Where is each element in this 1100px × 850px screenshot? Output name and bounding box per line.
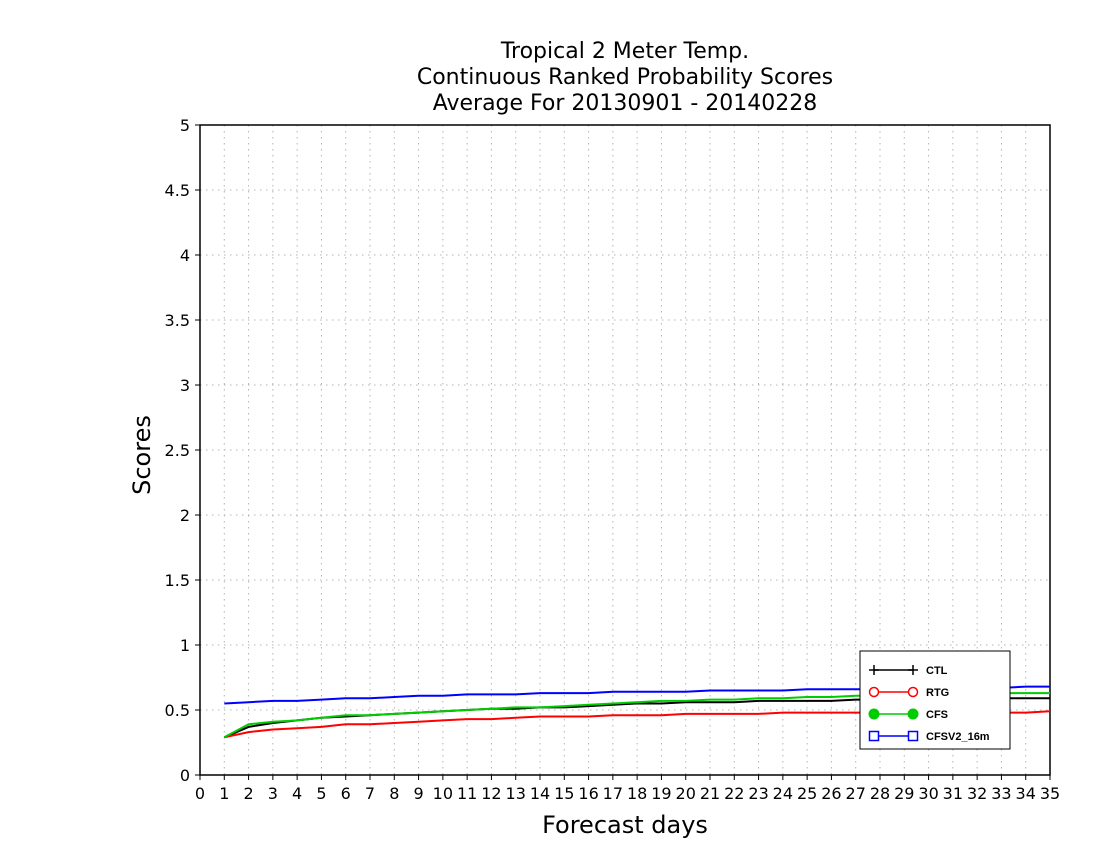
y-tick-label: 3.5: [165, 311, 190, 330]
x-tick-label: 10: [433, 784, 453, 803]
y-tick-label: 0: [180, 766, 190, 785]
x-tick-label: 17: [603, 784, 623, 803]
x-tick-label: 35: [1040, 784, 1060, 803]
axis-ticks: 0 1 2 3 4 5 6 7 8 9 10 11 12 13 14 15 16 17 18 19 20 21 22 23 24…: [165, 116, 1061, 803]
chart-title-line-1: Tropical 2 Meter Temp.: [500, 39, 749, 64]
y-tick-label: 1: [180, 636, 190, 655]
open-square-marker-icon: [868, 730, 880, 742]
y-tick-label: 5: [180, 116, 190, 135]
y-tick-label: 2.5: [165, 441, 190, 460]
x-tick-label: 28: [870, 784, 890, 803]
x-tick-label: 19: [651, 784, 671, 803]
x-tick-label: 24: [773, 784, 793, 803]
legend-label: CTL: [926, 665, 948, 677]
legend: CTL RTG CFS CFSV2_16m: [859, 650, 1011, 750]
legend-item-ctl: CTL: [869, 665, 948, 677]
y-tick-label: 3: [180, 376, 190, 395]
x-tick-label: 27: [846, 784, 866, 803]
y-tick-label: 4.5: [165, 181, 190, 200]
x-tick-label: 3: [268, 784, 278, 803]
filled-circle-marker-icon: [907, 708, 919, 720]
legend-label: CFS: [926, 709, 948, 721]
x-tick-label: 8: [389, 784, 399, 803]
legend-item-cfs: CFS: [868, 708, 948, 721]
x-tick-label: 4: [292, 784, 302, 803]
filled-circle-marker-icon: [868, 708, 880, 720]
y-tick-label: 1.5: [165, 571, 190, 590]
x-tick-label: 18: [627, 784, 647, 803]
x-tick-label: 25: [797, 784, 817, 803]
x-tick-label: 33: [991, 784, 1011, 803]
x-tick-label: 16: [578, 784, 598, 803]
legend-label: CFSV2_16m: [926, 731, 990, 743]
x-tick-label: 29: [894, 784, 914, 803]
legend-item-rtg: RTG: [868, 686, 949, 699]
x-tick-label: 0: [195, 784, 205, 803]
x-tick-label: 21: [700, 784, 720, 803]
legend-item-cfsv2-16m: CFSV2_16m: [868, 730, 990, 743]
y-tick-label: 4: [180, 246, 190, 265]
legend-label: RTG: [926, 687, 949, 699]
x-tick-label: 34: [1016, 784, 1036, 803]
x-tick-label: 2: [243, 784, 253, 803]
x-tick-label: 31: [943, 784, 963, 803]
x-tick-label: 7: [365, 784, 375, 803]
x-tick-label: 1: [219, 784, 229, 803]
x-tick-label: 30: [918, 784, 938, 803]
legend-box: [859, 650, 1011, 750]
x-axis-label: Forecast days: [542, 811, 708, 839]
x-tick-label: 5: [316, 784, 326, 803]
x-tick-label: 26: [821, 784, 841, 803]
open-circle-marker-icon: [868, 686, 880, 698]
x-tick-label: 6: [341, 784, 351, 803]
y-tick-label: 2: [180, 506, 190, 525]
y-tick-label: 0.5: [165, 701, 190, 720]
x-tick-label: 12: [481, 784, 501, 803]
x-tick-label: 23: [748, 784, 768, 803]
x-tick-label: 15: [554, 784, 574, 803]
x-tick-label: 32: [967, 784, 987, 803]
open-square-marker-icon: [907, 730, 919, 742]
chart-title-line-3: Average For 20130901 - 20140228: [433, 91, 818, 116]
x-tick-label: 22: [724, 784, 744, 803]
y-axis-label: Scores: [128, 415, 156, 495]
chart-title-line-2: Continuous Ranked Probability Scores: [417, 65, 833, 90]
x-tick-label: 14: [530, 784, 550, 803]
open-circle-marker-icon: [907, 686, 919, 698]
x-tick-label: 9: [413, 784, 423, 803]
x-tick-label: 11: [457, 784, 477, 803]
x-tick-label: 20: [676, 784, 696, 803]
x-tick-label: 13: [506, 784, 526, 803]
